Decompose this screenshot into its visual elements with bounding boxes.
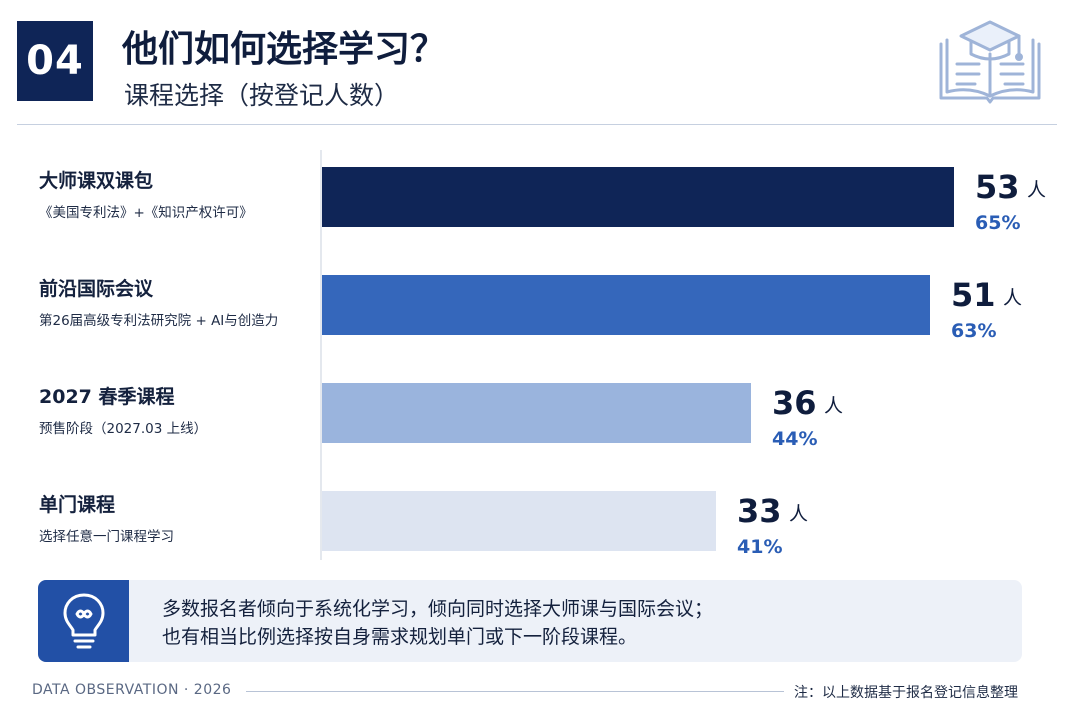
bar-percent-label: 44% [772,428,817,450]
page-subtitle: 课程选择（按登记人数） [124,81,400,110]
header-divider [17,124,1057,125]
bar [322,491,716,551]
bar-percent-label: 63% [951,320,996,342]
bar-unit-label: 人 [1027,179,1046,201]
bar-unit-label: 人 [789,503,808,525]
footer-divider [246,691,784,692]
course-choice-bar-chart: 大师课双课包《美国专利法》+《知识产权许可》 53 人 65% 前沿国际会议第26届高级… [39,150,1046,560]
bar [322,275,930,335]
category-label: 2027 春季课程 [39,385,175,408]
graduation-book-icon [939,20,1041,104]
category-sublabel: 《美国专利法》+《知识产权许可》 [39,204,253,221]
callout-icon-box [38,580,129,662]
callout-line-1: 多数报名者倾向于系统化学习，倾向同时选择大师课与国际会议； [162,598,714,620]
footer-note: 注：以上数据基于报名登记信息整理 [794,685,1018,701]
category-label: 单门课程 [39,493,115,516]
bar-value-label: 51 [951,276,996,314]
callout-text: 多数报名者倾向于系统化学习，倾向同时选择大师课与国际会议； 也有相当比例选择按自… [162,595,713,651]
footer-label: DATA OBSERVATION · 2026 [32,682,232,698]
category-label: 大师课双课包 [39,169,153,192]
category-sublabel: 预售阶段（2027.03 上线） [39,421,207,437]
page-title: 他们如何选择学习？ [122,29,447,70]
insight-callout: 多数报名者倾向于系统化学习，倾向同时选择大师课与国际会议； 也有相当比例选择按自… [38,580,1022,662]
category-sublabel: 选择任意一门课程学习 [39,528,174,545]
bar-percent-label: 65% [975,212,1020,234]
bar-value-label: 53 [975,168,1020,206]
bar-unit-label: 人 [1003,287,1022,309]
bar [322,167,954,227]
bar [322,383,751,443]
bar-value-label: 36 [772,384,817,422]
category-label: 前沿国际会议 [39,277,154,300]
category-sublabel: 第26届高级专利法研究院 + AI与创造力 [39,312,278,329]
callout-line-2: 也有相当比例选择按自身需求规划单门或下一阶段课程。 [162,626,638,648]
section-number-badge: 04 [17,21,93,101]
lightbulb-icon [63,593,104,649]
bar-percent-label: 41% [737,536,782,558]
bar-unit-label: 人 [824,395,843,417]
bar-value-label: 33 [737,492,782,530]
